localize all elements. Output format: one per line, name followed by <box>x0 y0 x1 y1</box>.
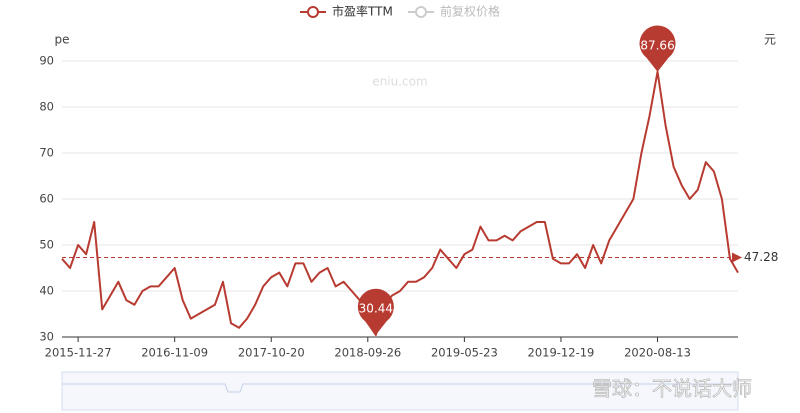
x-tick-label: 2017-10-20 <box>238 346 305 360</box>
zoom-slider[interactable] <box>61 371 739 411</box>
y-axis-label: pe <box>55 33 70 47</box>
y-tick-label: 40 <box>39 284 54 298</box>
average-arrow <box>732 252 742 263</box>
average-label: 47.28 <box>744 250 778 264</box>
legend-symbol <box>415 6 427 18</box>
x-tick-label: 2018-09-26 <box>334 346 401 360</box>
x-tick-label: 2020-08-13 <box>624 346 691 360</box>
extreme-pin <box>639 25 676 72</box>
y-tick-label: 70 <box>39 146 54 160</box>
watermark: eniu.com <box>372 75 427 89</box>
legend-symbol <box>307 6 319 18</box>
legend-item[interactable]: 前复权价格 <box>408 4 500 19</box>
x-tick-label: 2019-05-23 <box>431 346 498 360</box>
y-tick-label: 30 <box>39 330 54 344</box>
y2-axis-label: 元 <box>764 33 776 47</box>
x-tick-label: 2015-11-27 <box>45 346 112 360</box>
extreme-label: 30.44 <box>359 301 393 315</box>
y-tick-label: 90 <box>39 54 54 68</box>
credit: 雪球：不说话大师 <box>592 377 752 401</box>
y-tick-label: 50 <box>39 238 54 252</box>
x-tick-label: 2016-11-09 <box>141 346 208 360</box>
zoom-preview <box>62 383 738 393</box>
y-tick-label: 60 <box>39 192 54 206</box>
legend-label: 市盈率TTM <box>332 4 393 19</box>
extreme-pin <box>357 288 394 335</box>
extreme-label: 87.66 <box>640 38 674 52</box>
legend-label: 前复权价格 <box>440 4 500 19</box>
y-tick-label: 80 <box>39 100 54 114</box>
line <box>61 70 739 336</box>
legend-item[interactable]: 市盈率TTM <box>300 4 393 19</box>
x-tick-label: 2019-12-19 <box>528 346 595 360</box>
